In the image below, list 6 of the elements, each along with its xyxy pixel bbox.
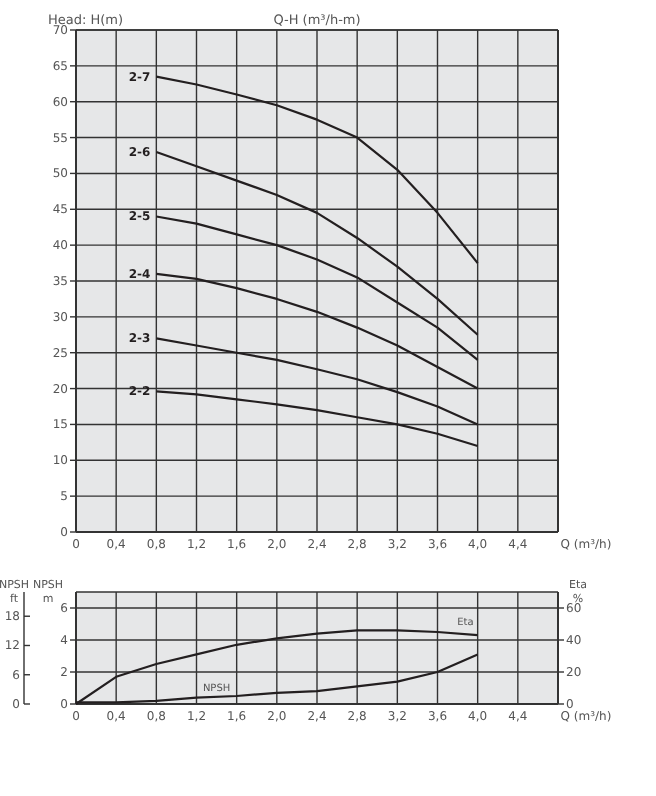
line-series [155, 272, 479, 390]
line-series [155, 75, 479, 265]
line-series [155, 215, 479, 361]
line-series [155, 390, 479, 448]
line-series [155, 150, 479, 336]
line-series [155, 337, 479, 426]
